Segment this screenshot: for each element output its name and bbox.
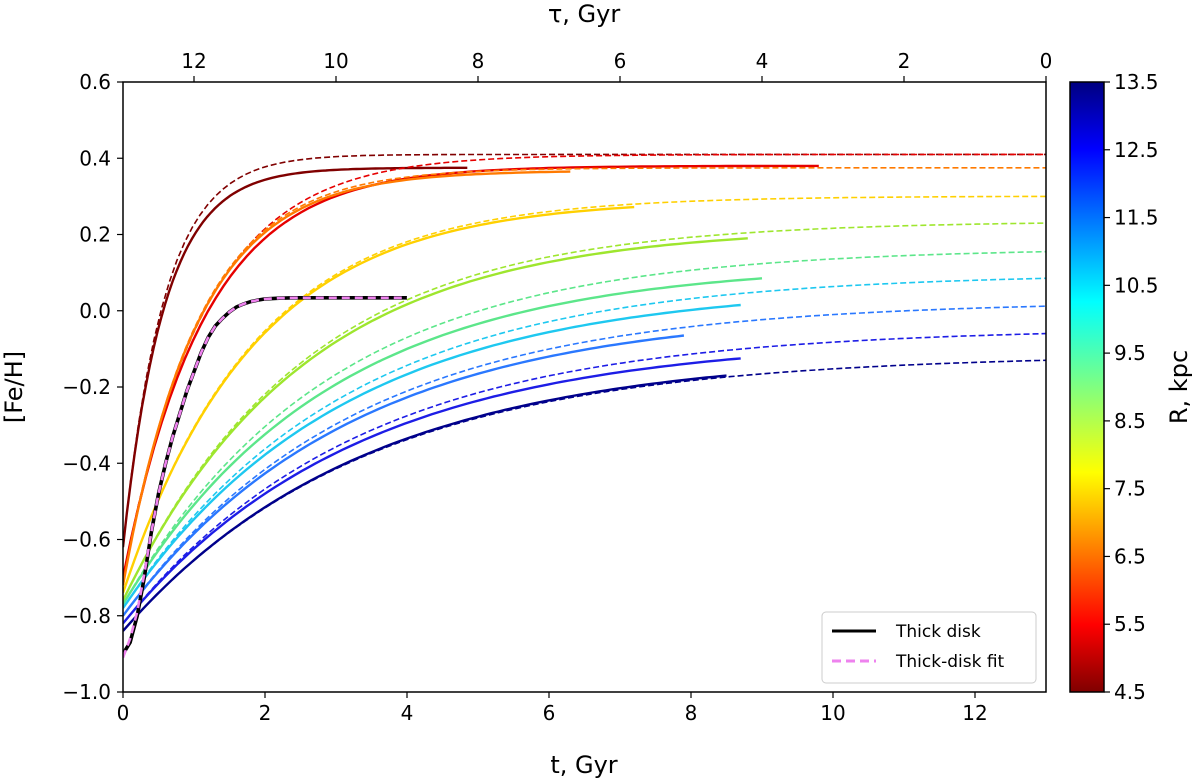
series-fit-line-4 (123, 222, 1046, 601)
legend: Thick disk Thick-disk fit (821, 611, 1037, 684)
colorbar-tick-label: 4.5 (1114, 680, 1146, 704)
series-fit-line-6 (123, 277, 1046, 609)
series-line-0 (123, 166, 468, 548)
series-fit-line-3 (123, 195, 1046, 594)
plot-series (123, 153, 1046, 659)
x-tick-label: 10 (820, 701, 845, 725)
y-tick-label: −1.0 (62, 680, 111, 704)
top-tick-label: 2 (898, 49, 911, 73)
series-line-8 (123, 357, 741, 625)
x-tick-label: 2 (259, 701, 272, 725)
colorbar-tick-label: 9.5 (1114, 341, 1146, 365)
series-line-7 (123, 334, 685, 617)
colorbar-tick-label: 12.5 (1114, 138, 1159, 162)
y-tick-label: −0.6 (62, 528, 111, 552)
y-tick-label: 0.0 (79, 299, 111, 323)
colorbar-title: R, kpc (1165, 350, 1193, 424)
plot-frame (122, 81, 1047, 693)
thick-disk-fit-line (123, 296, 407, 659)
colorbar-tick-label: 5.5 (1114, 612, 1146, 636)
legend-thick-disk-fit-label: Thick-disk fit (895, 652, 1005, 672)
y-tick-label: 0.4 (79, 146, 111, 170)
series-line-2 (123, 170, 571, 586)
series-fit-line-0 (123, 153, 1046, 548)
series-fit-line-1 (123, 153, 1046, 578)
top-tick-label: 12 (181, 49, 206, 73)
thick-disk-line (123, 295, 407, 655)
y-axis-ticks: −1.0 −0.8 −0.6 −0.4 −0.2 0.0 0.2 0.4 0.6 (62, 70, 123, 704)
y-axis-title: [Fe/H] (0, 351, 28, 423)
series-line-3 (123, 205, 635, 594)
y-tick-label: −0.4 (62, 451, 111, 475)
y-tick-label: 0.2 (79, 223, 111, 247)
x-axis-ticks: 0 2 4 6 8 10 12 (117, 692, 988, 725)
colorbar: 4.5 5.5 6.5 7.5 8.5 9.5 10.5 11.5 12.5 13.5 R, kp… (1069, 70, 1193, 704)
x-tick-label: 4 (401, 701, 414, 725)
colorbar-tick-label: 7.5 (1114, 477, 1146, 501)
series-fit-line-5 (123, 250, 1046, 605)
top-tick-label: 6 (614, 49, 627, 73)
x-tick-label: 0 (117, 701, 130, 725)
colorbar-tick-label: 13.5 (1114, 70, 1159, 94)
x-tick-label: 8 (685, 701, 698, 725)
series-fit-line-7 (123, 305, 1046, 617)
colorbar-ticks: 4.5 5.5 6.5 7.5 8.5 9.5 10.5 11.5 12.5 13.5 (1104, 70, 1159, 704)
y-tick-label: −0.2 (62, 375, 111, 399)
series-line-4 (123, 237, 748, 602)
top-tick-label: 4 (756, 49, 769, 73)
x-tick-label: 6 (543, 701, 556, 725)
series-line-5 (123, 277, 763, 605)
colorbar-tick-label: 6.5 (1114, 544, 1146, 568)
y-tick-label: 0.6 (79, 70, 111, 94)
colorbar-tick-label: 8.5 (1114, 409, 1146, 433)
series-fit-line-8 (123, 332, 1046, 624)
colorbar-bar (1069, 81, 1105, 693)
colorbar-tick-label: 10.5 (1114, 273, 1159, 297)
series-line-9 (123, 374, 727, 632)
x-tick-label: 12 (962, 701, 987, 725)
series-fit-line-2 (123, 167, 1046, 586)
top-axis-ticks: 12 10 8 6 4 2 0 (181, 49, 1052, 82)
series-line-6 (123, 303, 741, 609)
legend-thick-disk-label: Thick disk (895, 622, 981, 642)
top-axis-title: τ, Gyr (548, 0, 621, 28)
top-tick-label: 10 (323, 49, 348, 73)
x-axis-title: t, Gyr (550, 751, 617, 779)
top-tick-label: 0 (1040, 49, 1053, 73)
y-tick-label: −0.8 (62, 604, 111, 628)
colorbar-tick-label: 11.5 (1114, 206, 1159, 230)
top-tick-label: 8 (472, 49, 485, 73)
